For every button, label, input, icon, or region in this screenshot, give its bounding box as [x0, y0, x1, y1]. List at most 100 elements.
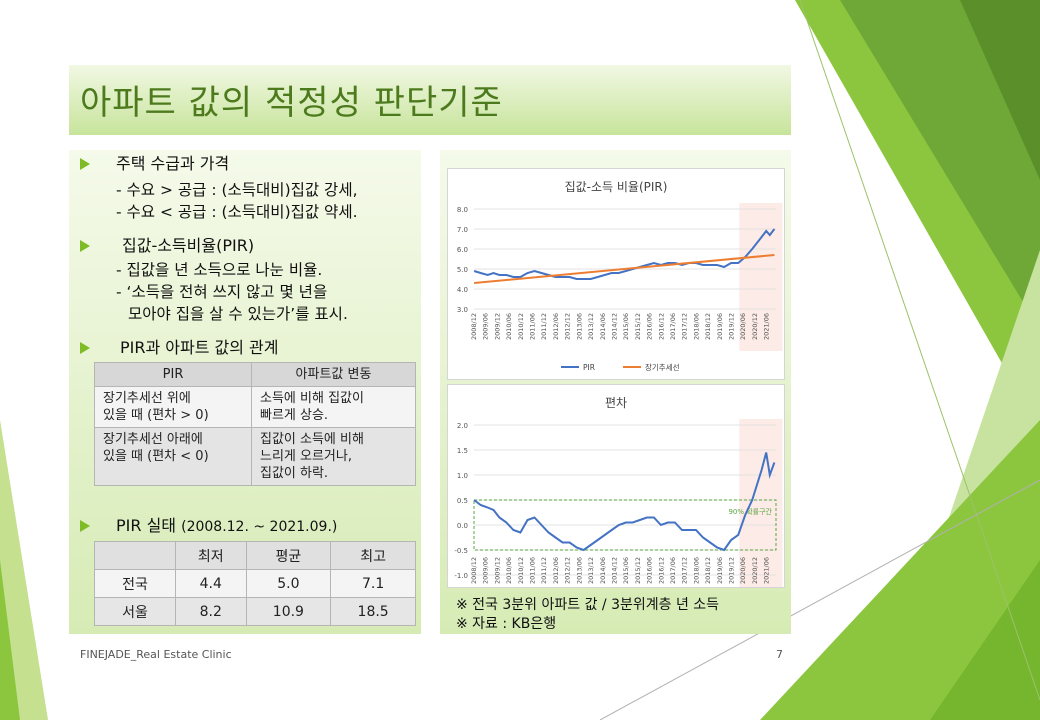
x-tick-label: 2010/12: [517, 313, 525, 340]
table-cell: 장기추세선 위에 있을 때 (편차 > 0): [94, 386, 252, 428]
x-tick-label: 2015/06: [622, 313, 630, 340]
y-tick-label: 1.5: [457, 447, 468, 455]
x-tick-label: 2015/12: [634, 557, 642, 584]
y-tick-label: 8.0: [457, 206, 468, 214]
cell-line: 빠르게 상승.: [260, 408, 329, 423]
x-tick-label: 2015/06: [622, 557, 630, 584]
x-tick-label: 2011/06: [529, 557, 537, 584]
x-tick-label: 2009/12: [493, 557, 501, 584]
x-tick-label: 2010/06: [505, 557, 513, 584]
table-cell: 10.9: [245, 597, 332, 626]
y-tick-label: 2.0: [457, 422, 468, 430]
table-header-cell: 아파트값 변동: [251, 362, 416, 387]
text-line: - 집값을 년 소득으로 나눈 비율.: [116, 261, 323, 279]
series-line: [473, 228, 776, 280]
bullet-heading: PIR과 아파트 값의 관계: [120, 338, 279, 357]
bullet-triangle-icon: [80, 342, 90, 354]
text-line: 모아야 집을 살 수 있는가’를 표시.: [128, 305, 348, 323]
bullet-supply-demand: 주택 수급과 가격: [80, 154, 229, 174]
period-label: (2008.12. ~ 2021.09.): [181, 519, 338, 535]
table-header-row: 최저 평균 최고: [94, 541, 416, 570]
x-tick-label: 2015/12: [634, 313, 642, 340]
table-row: 장기추세선 아래에 있을 때 (편차 < 0) 집값이 소득에 비해 느리게 오…: [94, 427, 416, 486]
table-cell: 장기추세선 아래에 있을 때 (편차 < 0): [94, 427, 252, 486]
x-tick-label: 2010/12: [517, 557, 525, 584]
table-cell: 전국: [94, 569, 176, 598]
deviation-chart-box: 편차 -1.0 -0.5 0.0 0.5 1.0 1.5 2.0 90% 확률구간 2008/12…: [447, 384, 785, 617]
y-tick-label: 0.0: [457, 522, 468, 530]
text-line: - 수요 > 공급 : (소득대비)집값 강세,: [116, 181, 358, 199]
x-tick-label: 2017/12: [681, 313, 689, 340]
source-note: ※ 전국 3분위 아파트 값 / 3분위계층 년 소득: [456, 597, 720, 613]
x-tick-label: 2013/06: [575, 557, 583, 584]
table-cell: 18.5: [330, 597, 416, 626]
table-cell: 8.2: [175, 597, 247, 626]
series-line: [473, 452, 776, 552]
y-tick-label: 1.0: [457, 472, 468, 480]
x-tick-label: 2009/06: [482, 557, 490, 584]
pir-chart: 집값-소득 비율(PIR) 3.0 4.0 5.0 6.0 7.0 8.0 2008/12 20…: [457, 180, 783, 372]
table-header-cell: 평균: [245, 541, 332, 570]
x-tick-label: 2014/12: [610, 313, 618, 340]
x-tick-label: 2018/12: [704, 313, 712, 340]
table-cell: 소득에 비해 집값이 빠르게 상승.: [251, 386, 416, 428]
table-header-cell: PIR: [94, 362, 252, 387]
band-label: 90% 확률구간: [728, 507, 772, 516]
bullet-triangle-icon: [80, 158, 90, 170]
y-tick-label: 3.0: [457, 306, 468, 314]
x-tick-label: 2012/06: [552, 557, 560, 584]
deviation-chart: 편차 -1.0 -0.5 0.0 0.5 1.0 1.5 2.0 90% 확률구간 2008/12…: [454, 396, 783, 617]
x-tick-label: 2012/12: [564, 313, 572, 340]
pir-relation-table: PIR 아파트값 변동 장기추세선 위에 있을 때 (편차 > 0) 소득에 비…: [94, 362, 416, 486]
bullet-triangle-icon: [80, 240, 90, 252]
table-cell: 집값이 소득에 비해 느리게 오르거나, 집값이 하락.: [251, 427, 416, 486]
table-row: 서울 8.2 10.9 18.5: [94, 597, 416, 626]
x-tick-label: 2019/12: [728, 313, 736, 340]
bullet-pir: 집값-소득비율(PIR): [80, 236, 254, 256]
footer-brand: FINEJADE_Real Estate Clinic: [80, 648, 232, 661]
cell-line: 집값이 소득에 비해: [260, 432, 364, 447]
x-tick-label: 2020/12: [751, 313, 759, 340]
source-note: ※ 자료 : KB은행: [456, 616, 557, 632]
bullet-heading: 집값-소득비율(PIR): [122, 236, 255, 255]
x-tick-label: 2020/12: [751, 557, 759, 584]
x-tick-label: 2008/12: [470, 313, 478, 340]
x-tick-label: 2017/12: [681, 557, 689, 584]
x-tick-label: 2016/12: [657, 313, 665, 340]
y-tick-label: -0.5: [454, 547, 468, 555]
x-tick-label: 2014/12: [610, 557, 618, 584]
x-tick-label: 2020/06: [739, 557, 747, 584]
table-header-cell: [94, 541, 176, 570]
x-tick-label: 2017/06: [669, 313, 677, 340]
legend-label: 장기추세선: [645, 362, 680, 372]
table-cell: 5.0: [245, 569, 332, 598]
x-tick-label: 2009/06: [482, 313, 490, 340]
x-tick-label: 2011/12: [540, 313, 548, 340]
x-tick-label: 2013/06: [575, 313, 583, 340]
x-tick-label: 2021/06: [763, 557, 771, 584]
table-row: 장기추세선 위에 있을 때 (편차 > 0) 소득에 비해 집값이 빠르게 상승…: [94, 386, 416, 428]
x-tick-label: 2020/06: [739, 313, 747, 340]
x-tick-label: 2016/12: [657, 557, 665, 584]
cell-line: 소득에 비해 집값이: [260, 391, 364, 406]
x-tick-label: 2014/06: [599, 313, 607, 340]
x-tick-label: 2010/06: [505, 313, 513, 340]
x-tick-label: 2016/06: [646, 313, 654, 340]
x-tick-label: 2013/12: [587, 557, 595, 584]
y-tick-label: 0.5: [457, 497, 468, 505]
x-tick-label: 2011/06: [529, 313, 537, 340]
confidence-band: [473, 499, 777, 551]
table-cell: 7.1: [330, 569, 416, 598]
x-tick-label: 2011/12: [540, 557, 548, 584]
x-tick-label: 2019/06: [716, 557, 724, 584]
highlight-region: [739, 203, 783, 351]
highlight-region: [739, 419, 783, 617]
chart-title: 편차: [605, 396, 627, 410]
y-tick-label: 7.0: [457, 226, 468, 234]
table-header-cell: 최저: [175, 541, 247, 570]
y-tick-label: 4.0: [457, 286, 468, 294]
cell-line: 집값이 하락.: [260, 466, 329, 481]
cell-line: 느리게 오르거나,: [260, 449, 352, 464]
x-tick-label: 2017/06: [669, 557, 677, 584]
